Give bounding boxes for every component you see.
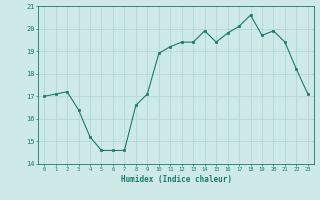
X-axis label: Humidex (Indice chaleur): Humidex (Indice chaleur)	[121, 175, 231, 184]
